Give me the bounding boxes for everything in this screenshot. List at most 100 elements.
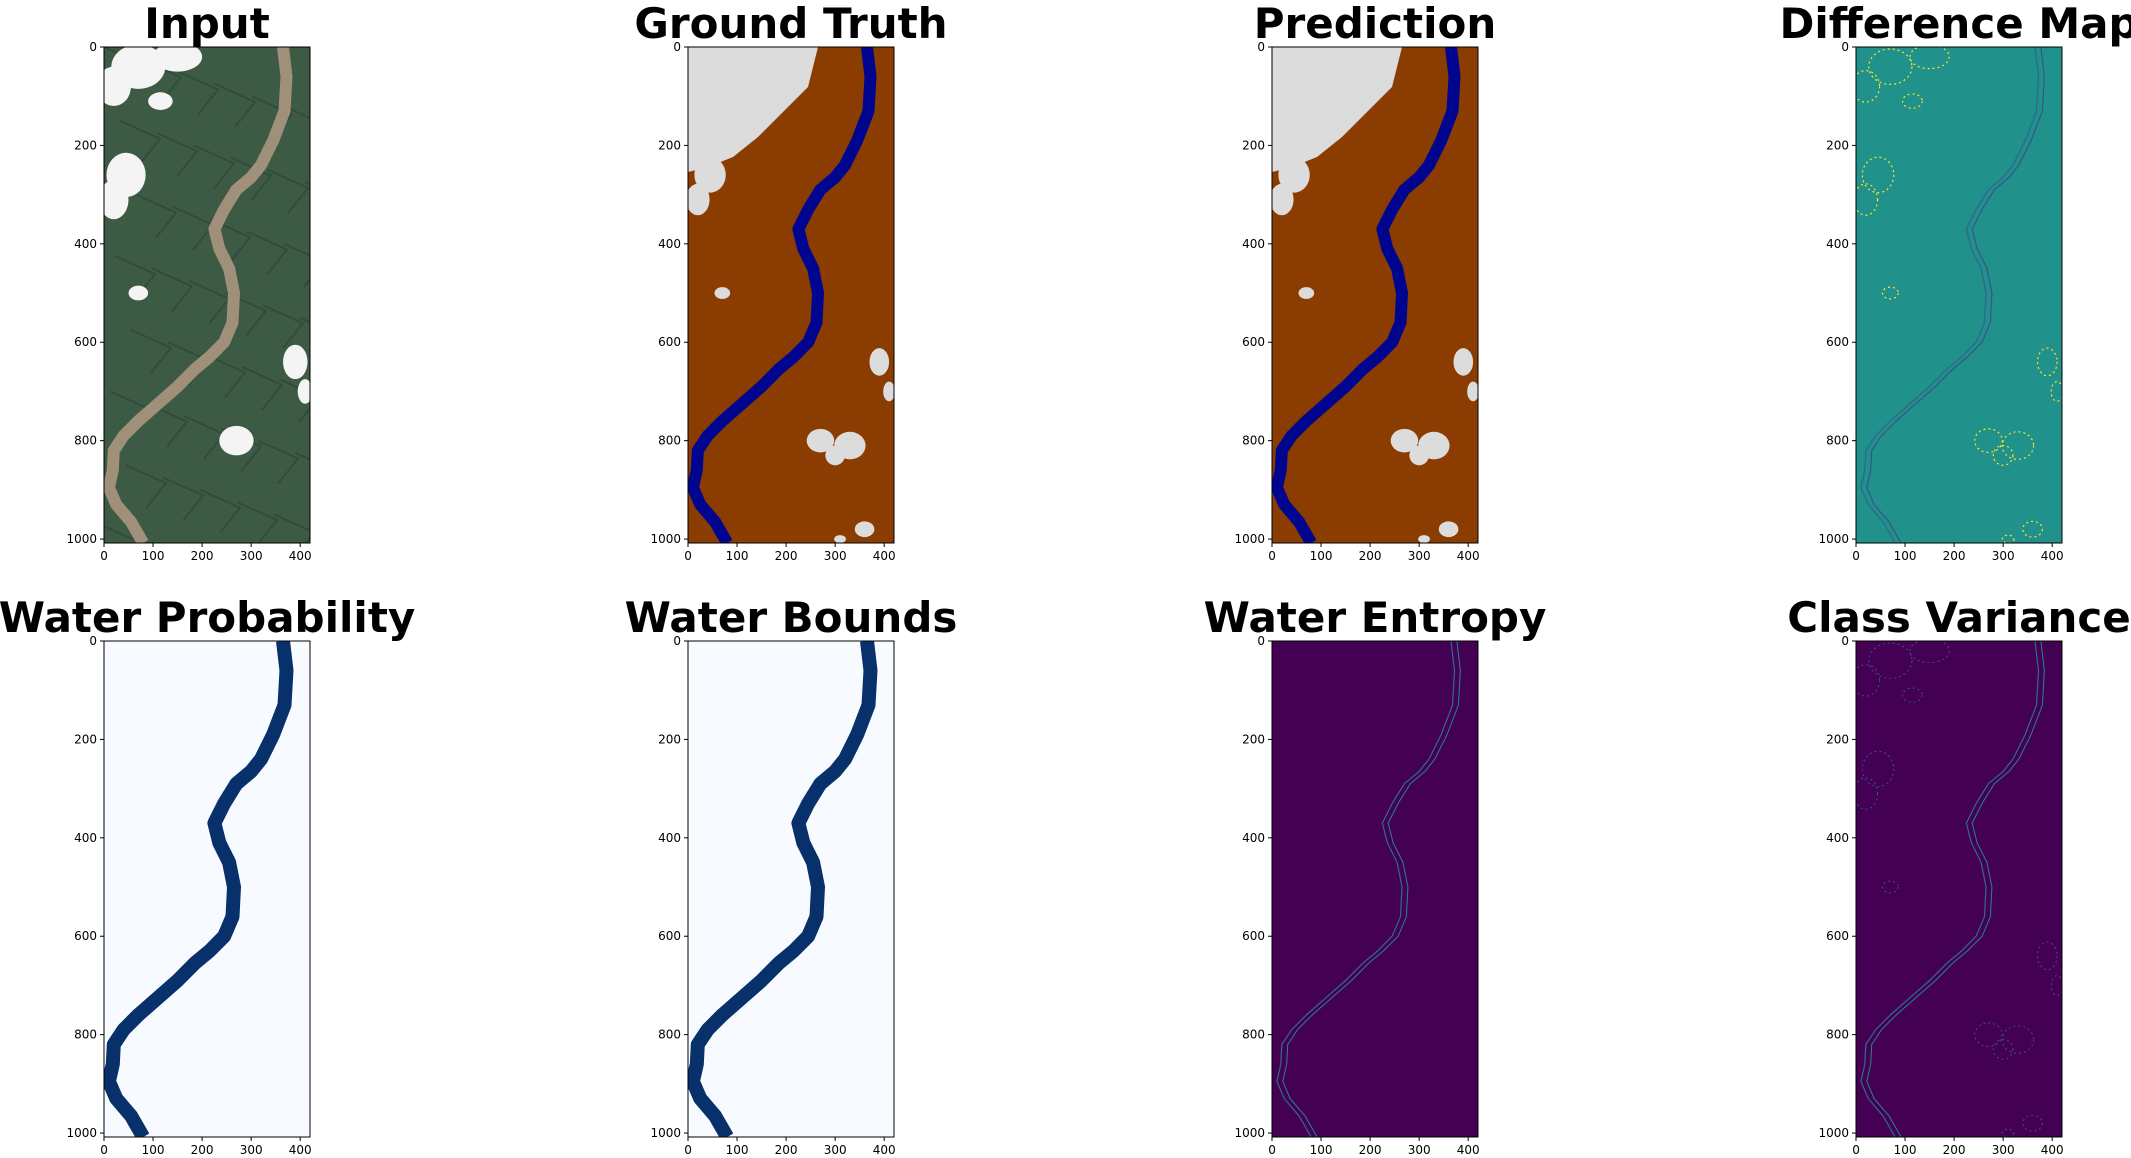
x-tick-label: 300 xyxy=(240,549,263,563)
x-tick-label: 100 xyxy=(726,1143,749,1157)
image-area xyxy=(1856,641,2062,1137)
panel-input: Input 0 100 200 300 400 0 200 400 600 800 1000 xyxy=(66,0,311,563)
y-tick-label: 1000 xyxy=(650,532,681,546)
terrain-ridge xyxy=(273,513,310,543)
y-tick-label: 400 xyxy=(658,237,681,251)
x-tick-label: 200 xyxy=(1943,1143,1966,1157)
cloud-edge-variance xyxy=(2022,1114,2043,1132)
x-tick-label: 200 xyxy=(775,1143,798,1157)
cloud-edge-difference xyxy=(1868,48,1913,85)
x-tick-label: 100 xyxy=(142,1143,165,1157)
y-tick-label: 0 xyxy=(1257,40,1265,54)
image-area xyxy=(688,47,894,543)
cloud xyxy=(104,66,131,107)
terrain-ridge xyxy=(151,267,194,313)
cloud-class xyxy=(1325,47,1366,69)
terrain-ridge xyxy=(230,156,273,202)
map-background xyxy=(1856,641,2062,1137)
image-area xyxy=(1272,47,1478,543)
image-area xyxy=(104,641,310,1137)
map-background xyxy=(1856,47,2062,543)
y-tick-label: 1000 xyxy=(1818,1126,1849,1140)
cloud-class xyxy=(825,445,845,466)
cloud-edge-difference xyxy=(1974,428,2003,454)
terrain-ridge xyxy=(135,193,178,239)
terrain-ridge xyxy=(204,353,247,399)
cloud-edge-difference xyxy=(1992,444,2014,466)
cloud-class xyxy=(1390,428,1419,453)
panel-title: Prediction xyxy=(1254,0,1497,48)
terrain-ridge xyxy=(214,82,257,128)
y-tick-label: 800 xyxy=(74,434,97,448)
x-tick-label: 100 xyxy=(1894,549,1917,563)
y-tick-label: 1000 xyxy=(1234,1126,1265,1140)
y-tick-label: 1000 xyxy=(1234,532,1265,546)
x-tick-label: 200 xyxy=(1359,549,1382,563)
y-tick-label: 400 xyxy=(74,237,97,251)
cloud-class xyxy=(869,348,890,376)
x-tick-label: 0 xyxy=(1268,549,1276,563)
terrain-ridge xyxy=(146,402,189,448)
image-area xyxy=(688,641,894,1137)
panel-title: Water Entropy xyxy=(1204,593,1547,642)
x-tick-label: 100 xyxy=(1894,1143,1917,1157)
y-tick-label: 800 xyxy=(1826,434,1849,448)
x-tick-label: 200 xyxy=(191,549,214,563)
y-tick-label: 0 xyxy=(89,40,97,54)
y-tick-label: 0 xyxy=(673,40,681,54)
y-tick-label: 600 xyxy=(74,929,97,943)
y-tick-label: 600 xyxy=(658,335,681,349)
terrain-ridge xyxy=(156,132,199,177)
y-tick-label: 600 xyxy=(1826,335,1849,349)
panel-title: Difference Map xyxy=(1779,0,2131,48)
cloud-edge-variance xyxy=(1856,777,1879,810)
y-tick-label: 200 xyxy=(658,732,681,746)
image-area xyxy=(1856,47,2062,543)
cloud xyxy=(128,285,149,301)
y-tick-label: 200 xyxy=(658,138,681,152)
terrain-ridge xyxy=(241,365,284,411)
x-tick-label: 400 xyxy=(289,1143,312,1157)
y-tick-label: 600 xyxy=(1242,929,1265,943)
terrain-ridge xyxy=(262,304,305,349)
terrain-ridge xyxy=(209,218,252,263)
terrain-ridge xyxy=(283,242,310,288)
x-tick-label: 200 xyxy=(1943,549,1966,563)
cloud-class xyxy=(834,535,846,543)
cloud-class xyxy=(741,47,782,69)
x-tick-label: 0 xyxy=(100,549,108,563)
cloud-edge-difference xyxy=(1881,286,1899,300)
panel-title: Water Probability xyxy=(0,593,415,642)
y-tick-label: 600 xyxy=(658,929,681,943)
axes-frame xyxy=(103,640,311,1138)
image-area xyxy=(1272,641,1478,1137)
terrain-ridge xyxy=(294,451,310,461)
terrain-ridge xyxy=(288,107,310,153)
cloud-edge-difference xyxy=(2036,347,2058,377)
y-tick-label: 800 xyxy=(1242,1028,1265,1042)
cloud-class xyxy=(1272,70,1296,103)
y-tick-label: 600 xyxy=(1826,929,1849,943)
terrain-ridge xyxy=(125,464,168,509)
axes-frame xyxy=(1855,640,2063,1138)
river-edge-uncertainty xyxy=(1282,641,1461,1137)
y-tick-label: 1000 xyxy=(1818,532,1849,546)
river-edge-difference xyxy=(1866,47,2045,543)
y-tick-label: 200 xyxy=(74,732,97,746)
cloud-class xyxy=(1272,183,1294,216)
y-tick-label: 800 xyxy=(1826,1028,1849,1042)
panel-title: Ground Truth xyxy=(634,0,947,48)
cloud-class xyxy=(688,70,712,103)
map-background xyxy=(1272,641,1478,1137)
cloud-class xyxy=(1278,157,1310,193)
cloud-class xyxy=(734,94,755,109)
cloud-class xyxy=(854,521,875,538)
x-tick-label: 400 xyxy=(873,549,896,563)
terrain-ridge xyxy=(104,525,144,543)
water-region xyxy=(688,641,878,1137)
cloud-class xyxy=(1453,348,1474,376)
axes-frame xyxy=(687,46,895,544)
